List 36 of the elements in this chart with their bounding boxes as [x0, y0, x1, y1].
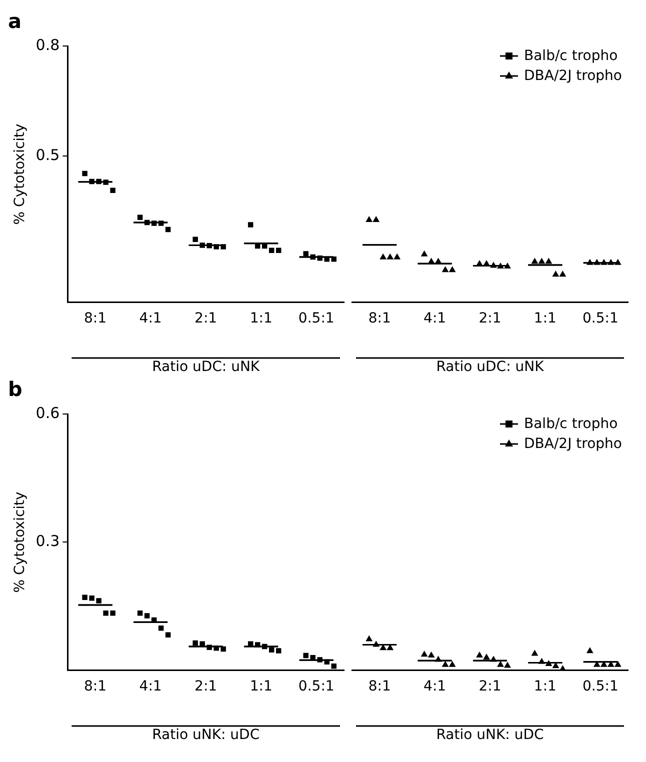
chart-title: b: [8, 376, 24, 402]
x-tick-label: 2:1: [194, 310, 218, 326]
x-tick-label: 0.5:1: [298, 310, 334, 326]
y-tick-label: 0.8: [36, 36, 60, 54]
text: Balb/c tropho: [524, 416, 618, 432]
text: Balb/c tropho: [524, 48, 618, 64]
x-tick-label: 1:1: [534, 310, 556, 326]
legend-label: DBA/2J tropho: [524, 67, 622, 86]
x-tick-label: 8:1: [368, 678, 391, 694]
x-tick-label: 8:1: [84, 678, 107, 694]
x-tick-label: 4:1: [424, 310, 446, 326]
x-tick-label: 4:1: [424, 678, 446, 694]
x-tick-label: 8:1: [84, 310, 107, 326]
x-axis-title: Ratio uNK: uDC: [152, 727, 260, 744]
chart-title: a: [8, 8, 22, 34]
x-tick-label: 1:1: [250, 678, 272, 694]
x-tick-label: 1:1: [250, 310, 272, 326]
x-tick-label: 4:1: [139, 310, 162, 326]
y-axis-title: % Cytotoxicity: [12, 492, 28, 593]
legend-label: DBA/2J tropho: [524, 435, 622, 454]
y-tick-label: 0.6: [36, 404, 60, 422]
x-tick-label: 0.5:1: [582, 310, 618, 326]
y-tick-label: 0.3: [36, 532, 60, 550]
x-axis-title: Ratio uDC: uNK: [436, 359, 545, 376]
x-axis-title: Ratio uNK: uDC: [436, 727, 544, 744]
x-tick-label: 4:1: [139, 678, 162, 694]
x-tick-label: 0.5:1: [582, 678, 618, 694]
y-axis-title: % Cytotoxicity: [12, 124, 28, 225]
x-tick-label: 1:1: [534, 678, 556, 694]
x-tick-label: 2:1: [478, 310, 502, 326]
x-tick-label: 8:1: [368, 310, 391, 326]
x-tick-label: 2:1: [478, 678, 502, 694]
y-tick-label: 0.5: [36, 146, 60, 164]
x-axis-title: Ratio uDC: uNK: [152, 359, 260, 376]
x-tick-label: 0.5:1: [298, 678, 334, 694]
x-tick-label: 2:1: [194, 678, 218, 694]
